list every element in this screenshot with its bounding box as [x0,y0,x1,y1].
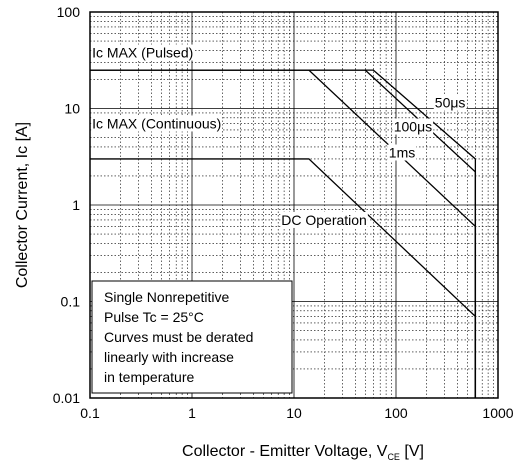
curve-annotation: Ic MAX (Continuous) [92,115,221,131]
y-tick-label: 100 [57,4,81,20]
x-tick-label: 100 [384,405,408,421]
annotation-background [387,144,417,161]
x-tick-label: 10 [286,405,302,421]
x-axis-title-main: Collector - Emitter Voltage, V [182,443,388,460]
note-line: in temperature [104,369,194,385]
x-tick-label: 1 [188,405,196,421]
annotation-background [91,115,223,132]
y-tick-label: 0.1 [61,294,81,310]
x-tick-label: 0.1 [80,405,100,421]
x-axis-title-subscript: CE [387,452,400,462]
note-line: Single Nonrepetitive [104,289,230,305]
y-axis-title: Collector Current, Ic [A] [14,122,31,288]
y-tick-label: 0.01 [53,390,80,406]
annotation-background [392,118,434,135]
y-tick-label: 1 [72,197,80,213]
plot-frame [89,11,499,399]
note-box-frame [91,280,293,394]
y-tick-label: 10 [64,101,80,117]
annotation-background [433,94,467,111]
x-tick-label: 1000 [482,405,513,421]
x-axis-title-unit: [V] [400,443,424,460]
note-line: Pulse Tc = 25°C [104,309,204,325]
curve-annotation: Ic MAX (Pulsed) [92,45,193,61]
curve-annotation: 1ms [389,144,415,160]
annotation-background [280,211,368,228]
note-box: Single Nonrepetitive Pulse Tc = 25°C Curve… [91,280,293,394]
note-line: Curves must be derated [104,329,253,345]
curve-annotations: Ic MAX (Pulsed) Ic MAX (Continuous) 50μs10… [91,44,467,228]
soa-curve-4 [90,158,477,398]
note-line: linearly with increase [104,349,234,365]
curve-annotation: DC Operation [281,212,367,228]
annotation-background [91,44,195,61]
x-axis-title: Collector - Emitter Voltage, VCE [V] [182,443,424,462]
curve-annotation: 100μs [394,119,432,135]
curve-annotation: 50μs [435,95,466,111]
